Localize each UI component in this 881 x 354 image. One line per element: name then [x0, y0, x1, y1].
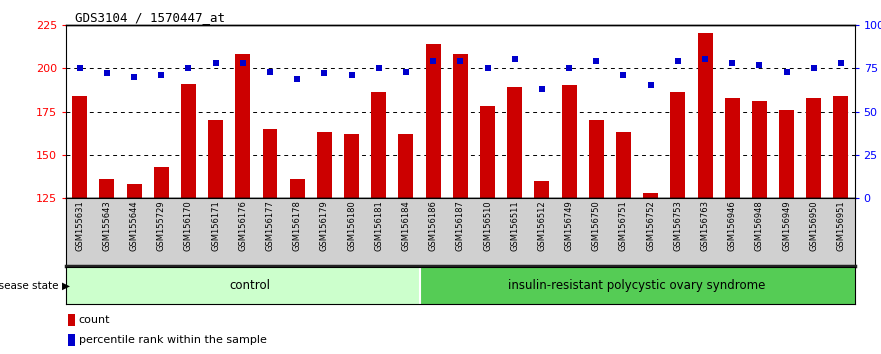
- Bar: [426, 44, 440, 198]
- Bar: [263, 129, 278, 198]
- Point: [100, 70, 114, 76]
- Bar: [833, 96, 848, 198]
- Bar: [208, 120, 223, 198]
- Bar: [317, 132, 332, 198]
- Bar: [453, 54, 468, 198]
- Text: GSM156751: GSM156751: [619, 200, 628, 251]
- Bar: [290, 179, 305, 198]
- Bar: [127, 184, 142, 198]
- Point: [589, 58, 603, 64]
- Text: GSM156510: GSM156510: [483, 200, 492, 251]
- Bar: [181, 84, 196, 198]
- Text: control: control: [229, 279, 270, 292]
- Text: GSM156184: GSM156184: [402, 200, 411, 251]
- Point: [154, 72, 168, 78]
- Text: count: count: [78, 315, 110, 325]
- Bar: [72, 96, 87, 198]
- Text: GSM156750: GSM156750: [592, 200, 601, 251]
- Point: [317, 70, 331, 76]
- Point: [290, 76, 304, 81]
- Bar: [68, 314, 75, 326]
- Point: [426, 58, 440, 64]
- Text: GSM156512: GSM156512: [537, 200, 546, 251]
- Point: [670, 58, 685, 64]
- Text: GSM155631: GSM155631: [75, 200, 85, 251]
- Text: GSM156178: GSM156178: [292, 200, 301, 251]
- Point: [644, 82, 658, 88]
- Bar: [480, 106, 495, 198]
- Bar: [66, 267, 419, 304]
- Text: percentile rank within the sample: percentile rank within the sample: [78, 335, 267, 345]
- Text: GSM156179: GSM156179: [320, 200, 329, 251]
- Bar: [371, 92, 386, 198]
- Bar: [154, 167, 169, 198]
- Text: GSM156749: GSM156749: [565, 200, 574, 251]
- Bar: [779, 110, 794, 198]
- Text: GSM156187: GSM156187: [455, 200, 465, 251]
- Text: GSM156752: GSM156752: [646, 200, 655, 251]
- Point: [127, 74, 141, 80]
- Text: GSM156177: GSM156177: [265, 200, 275, 251]
- Text: ▶: ▶: [62, 281, 70, 291]
- Bar: [589, 120, 603, 198]
- Text: GSM156951: GSM156951: [836, 200, 846, 251]
- Point: [399, 69, 413, 74]
- Point: [780, 69, 794, 74]
- Point: [562, 65, 576, 71]
- Bar: [419, 267, 855, 304]
- Point: [453, 58, 467, 64]
- Bar: [398, 134, 413, 198]
- Bar: [806, 98, 821, 198]
- Text: GSM156186: GSM156186: [429, 200, 438, 251]
- Text: GSM156948: GSM156948: [755, 200, 764, 251]
- Text: GSM156946: GSM156946: [728, 200, 737, 251]
- Point: [834, 60, 848, 66]
- Point: [344, 72, 359, 78]
- Text: GDS3104 / 1570447_at: GDS3104 / 1570447_at: [75, 11, 225, 24]
- Point: [617, 72, 631, 78]
- Bar: [698, 33, 713, 198]
- Text: GSM155729: GSM155729: [157, 200, 166, 251]
- Text: GSM155643: GSM155643: [102, 200, 111, 251]
- Text: GSM156950: GSM156950: [810, 200, 818, 251]
- Text: GSM156180: GSM156180: [347, 200, 356, 251]
- Text: disease state: disease state: [0, 281, 62, 291]
- Text: GSM156181: GSM156181: [374, 200, 383, 251]
- Bar: [725, 98, 740, 198]
- Bar: [561, 85, 576, 198]
- Text: GSM156763: GSM156763: [700, 200, 709, 251]
- Text: GSM156176: GSM156176: [238, 200, 248, 251]
- Bar: [507, 87, 522, 198]
- Text: GSM155644: GSM155644: [130, 200, 138, 251]
- Bar: [68, 334, 75, 346]
- Bar: [616, 132, 631, 198]
- Point: [72, 65, 86, 71]
- Bar: [235, 54, 250, 198]
- Bar: [670, 92, 685, 198]
- Bar: [643, 193, 658, 198]
- Text: insulin-resistant polycystic ovary syndrome: insulin-resistant polycystic ovary syndr…: [508, 279, 766, 292]
- Text: GSM156170: GSM156170: [184, 200, 193, 251]
- Text: GSM156753: GSM156753: [673, 200, 683, 251]
- Text: GSM156511: GSM156511: [510, 200, 519, 251]
- Bar: [344, 134, 359, 198]
- Point: [535, 86, 549, 92]
- Bar: [100, 179, 115, 198]
- Point: [725, 60, 739, 66]
- Bar: [535, 181, 550, 198]
- Bar: [751, 101, 766, 198]
- Text: GSM156171: GSM156171: [211, 200, 220, 251]
- Point: [507, 57, 522, 62]
- Point: [372, 65, 386, 71]
- Point: [807, 65, 821, 71]
- Text: GSM156949: GSM156949: [782, 200, 791, 251]
- Point: [236, 60, 250, 66]
- Point: [263, 69, 277, 74]
- Point: [480, 65, 494, 71]
- Point: [209, 60, 223, 66]
- Point: [752, 62, 766, 68]
- Point: [698, 57, 712, 62]
- Point: [181, 65, 196, 71]
